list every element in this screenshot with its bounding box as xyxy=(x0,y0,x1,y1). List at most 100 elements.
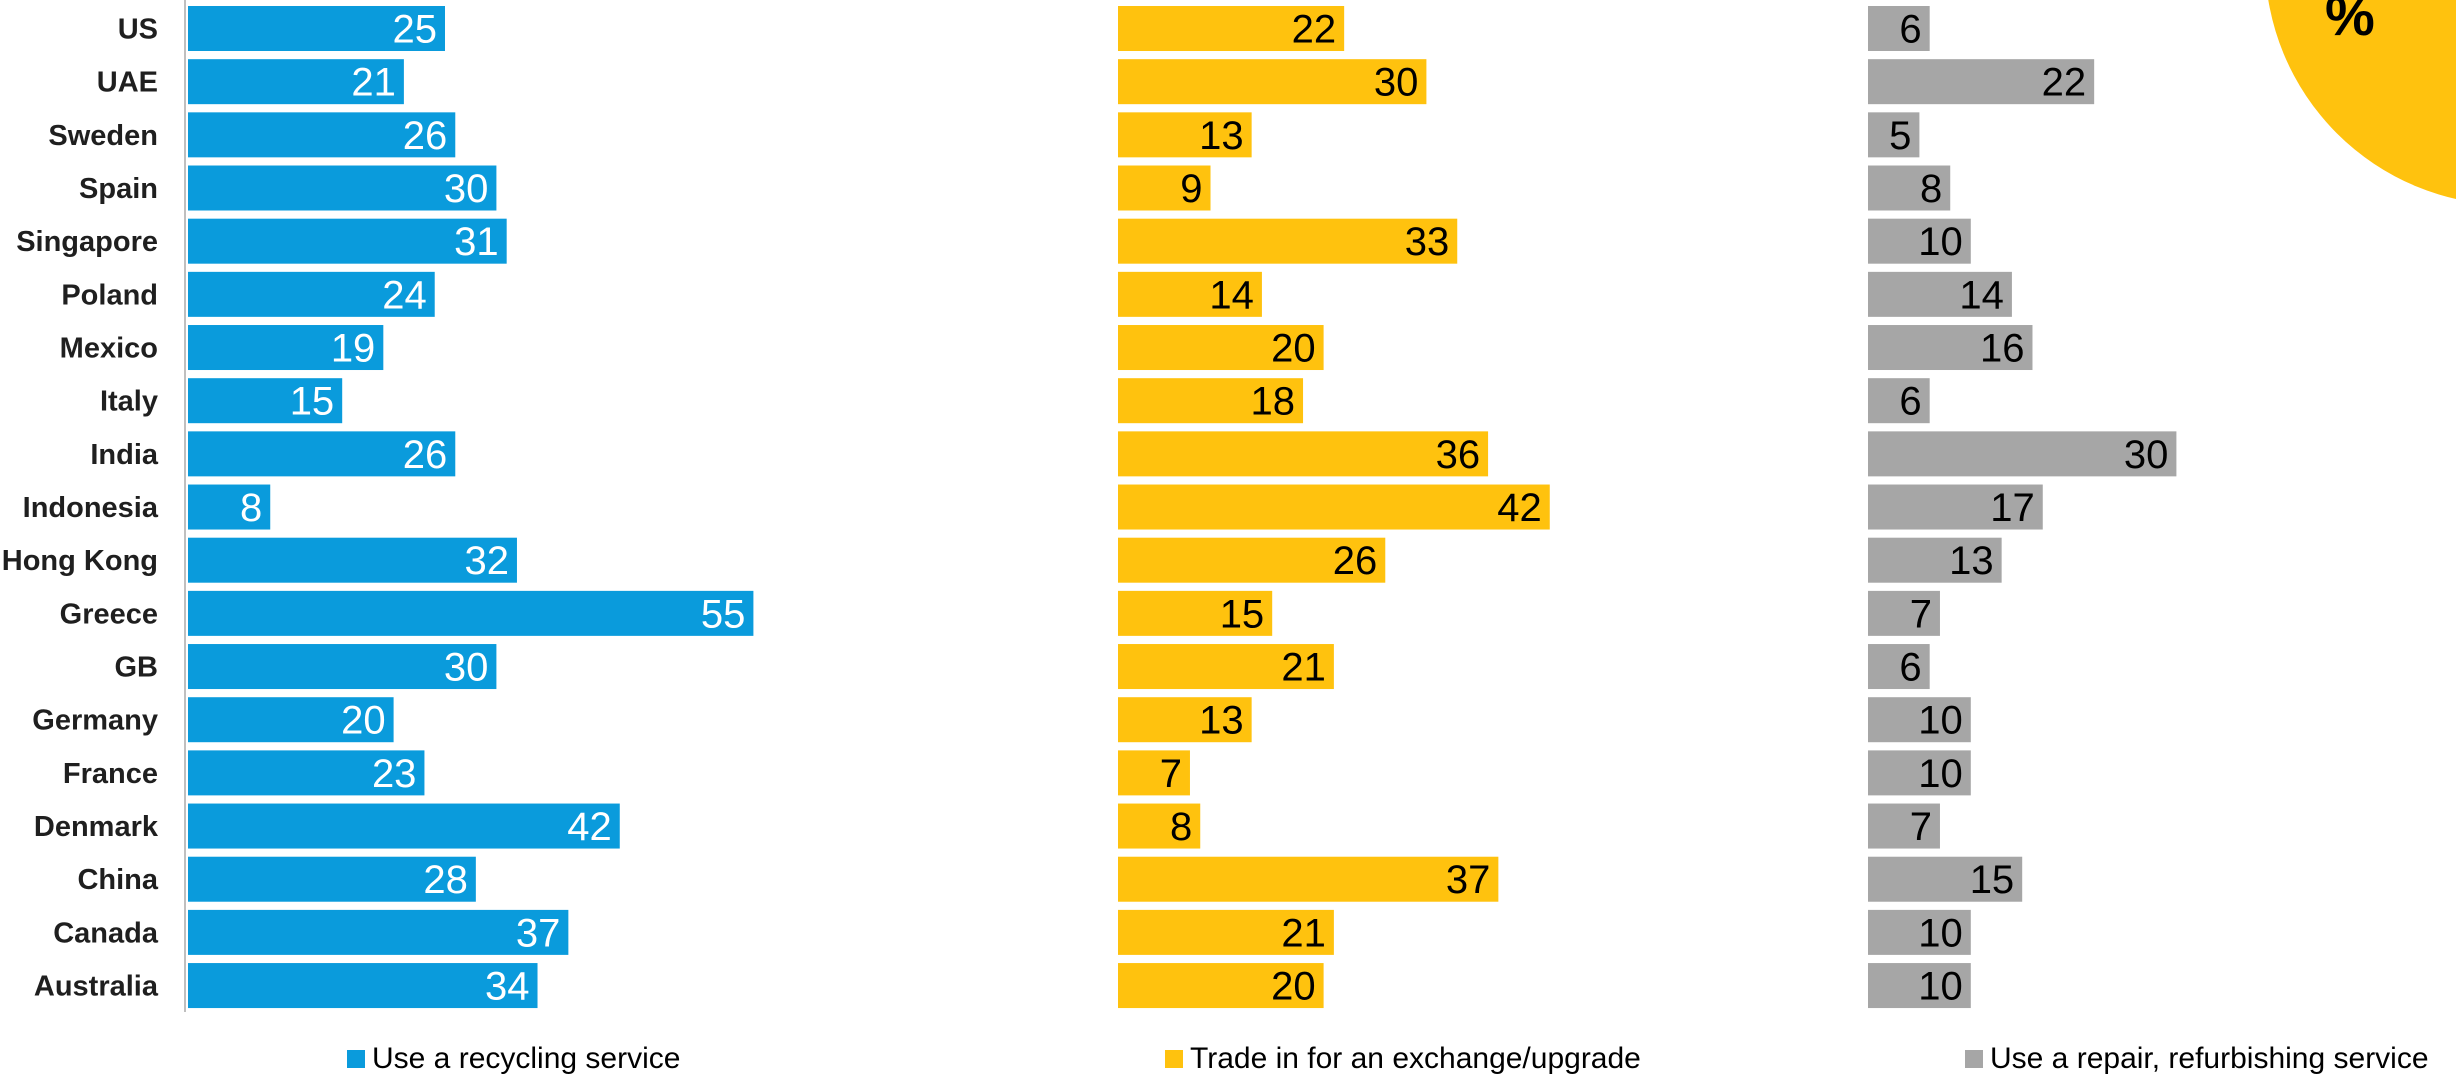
data-label-trade-in-for-an-exchange-upgrade-mexico: 20 xyxy=(1271,327,1316,371)
bar-trade-in-for-an-exchange-upgrade-mexico xyxy=(1118,325,1324,371)
category-label-spain: Spain xyxy=(79,173,158,205)
bar-use-a-repair-refurbishing-service-us xyxy=(1868,6,1930,51)
bar-use-a-recycling-service-mexico xyxy=(188,325,384,371)
data-label-trade-in-for-an-exchange-upgrade-greece: 15 xyxy=(1220,592,1265,636)
category-label-greece: Greece xyxy=(60,598,158,630)
bar-use-a-repair-refurbishing-service-gb xyxy=(1868,644,1930,690)
category-label-india: India xyxy=(90,439,159,471)
bar-use-a-recycling-service-canada xyxy=(188,909,569,955)
data-label-use-a-recycling-service-spain: 30 xyxy=(444,167,489,211)
data-label-trade-in-for-an-exchange-upgrade-gb: 21 xyxy=(1281,646,1326,690)
data-label-trade-in-for-an-exchange-upgrade-france: 7 xyxy=(1160,752,1182,796)
bar-trade-in-for-an-exchange-upgrade-greece xyxy=(1118,590,1273,636)
data-label-use-a-recycling-service-denmark: 42 xyxy=(567,805,612,849)
panel-trade-in: 22 30 13 9 33 14 20 18 36 42 26 15 21 13 7 8 37 21 20 xyxy=(1118,6,1550,1009)
bar-use-a-recycling-service-sweden xyxy=(188,112,456,158)
bar-trade-in-for-an-exchange-upgrade-spain xyxy=(1118,165,1211,211)
bar-trade-in-for-an-exchange-upgrade-poland xyxy=(1118,271,1262,317)
bar-trade-in-for-an-exchange-upgrade-uae xyxy=(1118,59,1427,105)
data-label-use-a-recycling-service-greece: 55 xyxy=(701,592,746,636)
data-label-use-a-repair-refurbishing-service-uae: 22 xyxy=(2042,61,2087,105)
legend-label-use-a-recycling-service: Use a recycling service xyxy=(372,1042,680,1075)
data-label-use-a-recycling-service-singapore: 31 xyxy=(454,220,499,264)
data-label-use-a-repair-refurbishing-service-gb: 6 xyxy=(1899,646,1921,690)
bar-use-a-recycling-service-denmark xyxy=(188,803,620,849)
category-label-hong-kong: Hong Kong xyxy=(2,545,158,577)
bar-use-a-repair-refurbishing-service-denmark xyxy=(1868,803,1940,849)
bar-trade-in-for-an-exchange-upgrade-denmark xyxy=(1118,803,1201,849)
data-label-use-a-recycling-service-hong-kong: 32 xyxy=(464,539,509,583)
category-label-italy: Italy xyxy=(100,386,158,418)
data-label-use-a-repair-refurbishing-service-france: 10 xyxy=(1918,752,1963,796)
bar-use-a-repair-refurbishing-service-germany xyxy=(1868,697,1971,743)
data-label-use-a-repair-refurbishing-service-singapore: 10 xyxy=(1918,220,1963,264)
bar-use-a-repair-refurbishing-service-greece xyxy=(1868,590,1940,636)
category-label-singapore: Singapore xyxy=(16,226,158,258)
category-label-germany: Germany xyxy=(32,705,158,737)
data-label-trade-in-for-an-exchange-upgrade-poland: 14 xyxy=(1209,273,1254,317)
bar-use-a-recycling-service-singapore xyxy=(188,218,507,264)
bar-use-a-repair-refurbishing-service-spain xyxy=(1868,165,1951,211)
data-label-trade-in-for-an-exchange-upgrade-italy: 18 xyxy=(1251,380,1296,424)
data-label-trade-in-for-an-exchange-upgrade-canada: 21 xyxy=(1281,911,1326,955)
data-label-use-a-repair-refurbishing-service-spain: 8 xyxy=(1920,167,1942,211)
data-label-use-a-repair-refurbishing-service-us: 6 xyxy=(1899,8,1921,52)
legend-label-use-a-repair-refurbishing-service: Use a repair, refurbishing service xyxy=(1990,1042,2429,1075)
bar-trade-in-for-an-exchange-upgrade-china xyxy=(1118,856,1499,902)
bar-use-a-recycling-service-indonesia xyxy=(188,484,271,530)
bar-use-a-repair-refurbishing-service-china xyxy=(1868,856,2023,902)
data-label-use-a-recycling-service-australia: 34 xyxy=(485,965,530,1009)
data-label-use-a-repair-refurbishing-service-india: 30 xyxy=(2124,433,2169,477)
data-label-use-a-repair-refurbishing-service-indonesia: 17 xyxy=(1990,486,2035,530)
data-label-trade-in-for-an-exchange-upgrade-germany: 13 xyxy=(1199,699,1244,743)
bar-use-a-recycling-service-uae xyxy=(188,59,404,105)
bar-use-a-repair-refurbishing-service-india xyxy=(1868,431,2177,477)
bar-use-a-repair-refurbishing-service-hong-kong xyxy=(1868,537,2002,583)
legend-swatch-trade-in-for-an-exchange-upgrade xyxy=(1165,1050,1183,1068)
category-label-indonesia: Indonesia xyxy=(23,492,159,524)
data-label-use-a-repair-refurbishing-service-denmark: 7 xyxy=(1910,805,1932,849)
data-label-trade-in-for-an-exchange-upgrade-singapore: 33 xyxy=(1405,220,1450,264)
legend-swatch-use-a-recycling-service xyxy=(347,1050,365,1068)
category-label-mexico: Mexico xyxy=(60,333,158,365)
data-label-use-a-repair-refurbishing-service-hong-kong: 13 xyxy=(1949,539,1994,583)
bar-use-a-repair-refurbishing-service-canada xyxy=(1868,909,1971,955)
bar-trade-in-for-an-exchange-upgrade-singapore xyxy=(1118,218,1458,264)
data-label-use-a-repair-refurbishing-service-china: 15 xyxy=(1970,858,2015,902)
data-label-use-a-recycling-service-italy: 15 xyxy=(290,380,335,424)
data-label-use-a-recycling-service-india: 26 xyxy=(403,433,448,477)
category-label-sweden: Sweden xyxy=(48,120,158,152)
bar-use-a-recycling-service-italy xyxy=(188,378,343,424)
category-label-china: China xyxy=(77,864,158,896)
legend: Use a recycling service Trade in for an e… xyxy=(347,1042,2429,1075)
bar-use-a-recycling-service-germany xyxy=(188,697,394,743)
data-label-use-a-recycling-service-indonesia: 8 xyxy=(240,486,262,530)
data-label-use-a-repair-refurbishing-service-australia: 10 xyxy=(1918,965,1963,1009)
data-label-trade-in-for-an-exchange-upgrade-spain: 9 xyxy=(1180,167,1202,211)
bar-use-a-repair-refurbishing-service-australia xyxy=(1868,963,1971,1009)
bar-trade-in-for-an-exchange-upgrade-germany xyxy=(1118,697,1252,743)
category-axis-labels: US UAE Sweden Spain Singapore Poland Mexico Ita… xyxy=(2,14,159,1003)
data-label-use-a-recycling-service-canada: 37 xyxy=(516,911,561,955)
data-label-use-a-repair-refurbishing-service-canada: 10 xyxy=(1918,911,1963,955)
bar-use-a-recycling-service-france xyxy=(188,750,425,796)
bar-use-a-recycling-service-us xyxy=(188,6,445,51)
data-label-trade-in-for-an-exchange-upgrade-uae: 30 xyxy=(1374,61,1419,105)
bar-use-a-repair-refurbishing-service-singapore xyxy=(1868,218,1971,264)
data-label-use-a-recycling-service-china: 28 xyxy=(423,858,468,902)
data-label-trade-in-for-an-exchange-upgrade-china: 37 xyxy=(1446,858,1491,902)
bar-use-a-recycling-service-hong-kong xyxy=(188,537,517,583)
bar-trade-in-for-an-exchange-upgrade-gb xyxy=(1118,644,1334,690)
bar-use-a-recycling-service-gb xyxy=(188,644,497,690)
data-label-trade-in-for-an-exchange-upgrade-australia: 20 xyxy=(1271,965,1316,1009)
data-label-trade-in-for-an-exchange-upgrade-india: 36 xyxy=(1436,433,1481,477)
bar-trade-in-for-an-exchange-upgrade-hong-kong xyxy=(1118,537,1386,583)
bar-trade-in-for-an-exchange-upgrade-australia xyxy=(1118,963,1324,1009)
category-label-canada: Canada xyxy=(53,917,159,949)
data-label-use-a-recycling-service-germany: 20 xyxy=(341,699,386,743)
bar-use-a-recycling-service-australia xyxy=(188,963,538,1009)
data-label-use-a-recycling-service-mexico: 19 xyxy=(331,327,376,371)
category-label-us: US xyxy=(118,14,158,46)
